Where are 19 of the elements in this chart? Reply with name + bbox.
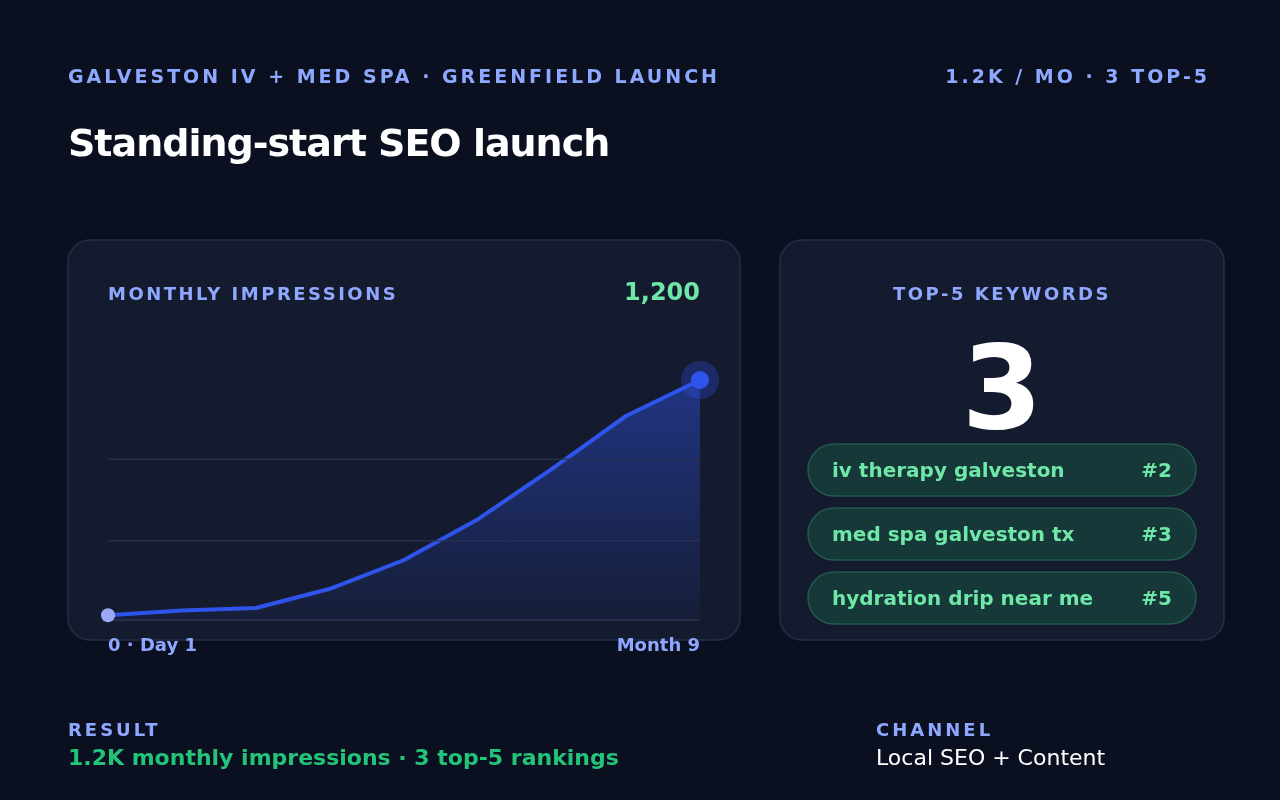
text: med spa galveston tx [832, 522, 1075, 546]
text: RESULT [68, 719, 161, 740]
text: 3 [961, 320, 1043, 455]
text: Standing-start SEO launch [68, 121, 610, 165]
text: 1.2K monthly impressions · 3 top-5 rankings [68, 745, 619, 770]
text: Month 9 [616, 634, 700, 655]
chart-title: MONTHLY IMPRESSIONS [108, 283, 399, 304]
text: #3 [1141, 522, 1172, 546]
text: 1.2K / MO · 3 TOP-5 [945, 65, 1210, 87]
text: 1,200 [624, 278, 700, 306]
text: GALVESTON IV + MED SPA · GREENFIELD LAUNCH [68, 65, 721, 87]
text: CHANNEL [876, 719, 994, 740]
text: 0 · Day 1 [108, 634, 197, 655]
text: hydration drip near me [832, 586, 1094, 610]
text: iv therapy galveston [832, 458, 1065, 482]
text: #5 [1141, 586, 1172, 610]
text: #2 [1141, 458, 1172, 482]
text: TOP-5 KEYWORDS [893, 283, 1111, 304]
text: Local SEO + Content [876, 745, 1106, 770]
